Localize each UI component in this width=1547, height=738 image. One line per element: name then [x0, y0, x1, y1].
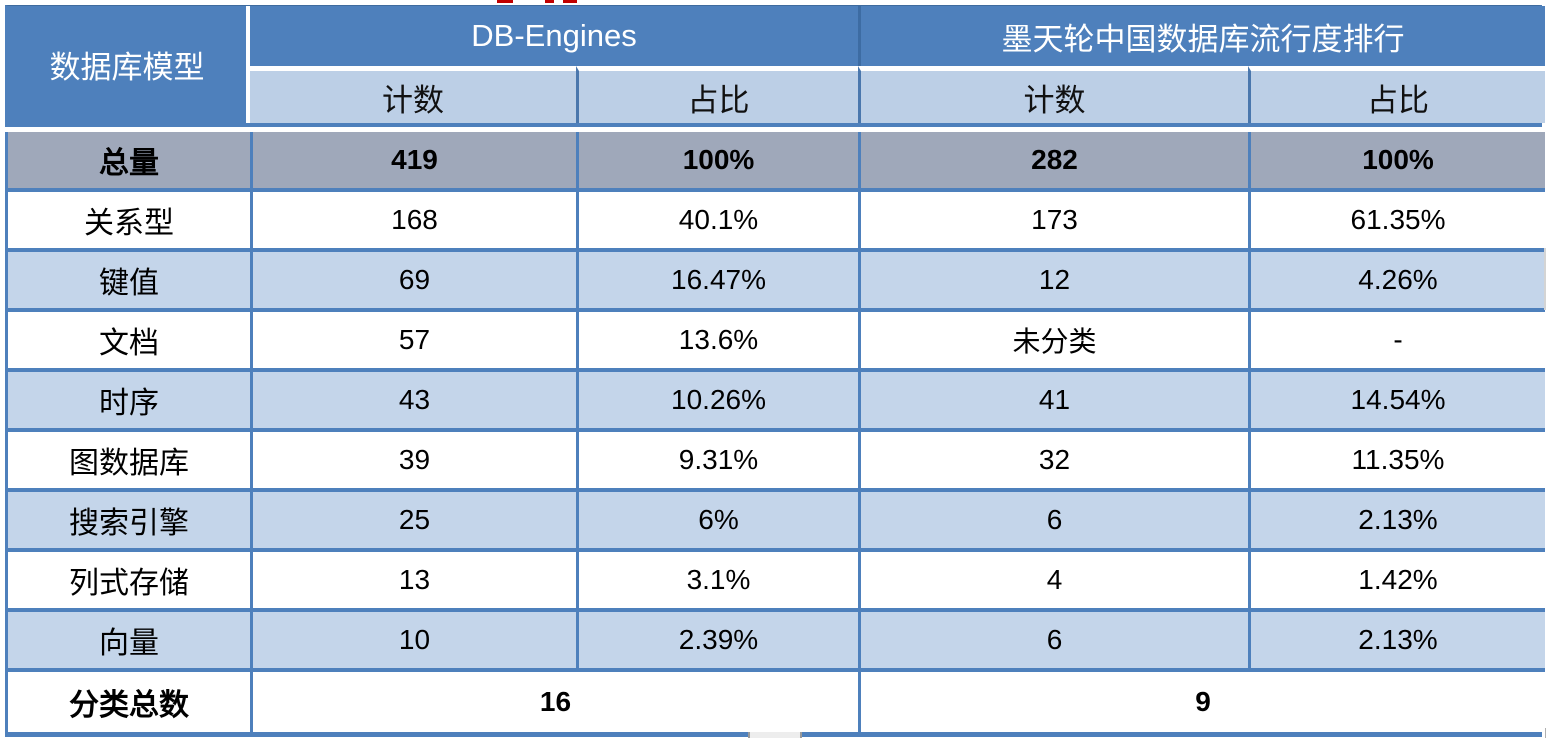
table-cell: 1.42% — [1248, 552, 1545, 612]
row-label: 图数据库 — [8, 432, 250, 492]
table-cell: 14.54% — [1248, 372, 1545, 432]
header-body-divider — [5, 127, 1542, 132]
table-cell: 2.13% — [1248, 492, 1545, 552]
table-cell: 2.39% — [576, 612, 858, 672]
table-cell: 173 — [858, 192, 1248, 252]
row-label: 时序 — [8, 372, 250, 432]
table-cell: 43 — [250, 372, 576, 432]
table-cell: 6% — [576, 492, 858, 552]
table-cell: 25 — [250, 492, 576, 552]
corner-header-cell: 数据库模型 — [8, 6, 250, 123]
table-cell: 未分类 — [858, 312, 1248, 372]
table-cell: 6 — [858, 612, 1248, 672]
table-cell: 69 — [250, 252, 576, 312]
artifact-edge-line — [1544, 248, 1546, 310]
row-label: 列式存储 — [8, 552, 250, 612]
cell-total-db-count: 419 — [250, 132, 576, 192]
table-body: 总量 419 100% 282 100% 关系型 168 40.1% 173 6… — [5, 132, 1545, 737]
table-cell: 16.47% — [576, 252, 858, 312]
row-label: 搜索引擎 — [8, 492, 250, 552]
table-cell: 6 — [858, 492, 1248, 552]
subheader-modb-share: 占比 — [1248, 66, 1545, 123]
table-cell: 4.26% — [1248, 252, 1545, 312]
table-cell: 61.35% — [1248, 192, 1545, 252]
cell-modb-category-total: 9 — [858, 672, 1545, 732]
table-cell: 13.6% — [576, 312, 858, 372]
subheader-db-engines-count: 计数 — [250, 66, 576, 123]
cell-total-db-share: 100% — [576, 132, 858, 192]
row-label: 键值 — [8, 252, 250, 312]
table-header: 数据库模型 DB-Engines 墨天轮中国数据库流行度排行 计数 占比 计数 … — [5, 5, 1545, 127]
table-cell: 41 — [858, 372, 1248, 432]
table-cell: 40.1% — [576, 192, 858, 252]
table-cell: 10.26% — [576, 372, 858, 432]
table-cell: 11.35% — [1248, 432, 1545, 492]
group-header-db-engines: DB-Engines — [250, 6, 858, 66]
table-cell: 32 — [858, 432, 1248, 492]
comparison-table: 数据库模型 DB-Engines 墨天轮中国数据库流行度排行 计数 占比 计数 … — [5, 5, 1545, 737]
row-label-total: 总量 — [8, 132, 250, 192]
artifact-red-mark — [545, 0, 554, 3]
table-cell: 13 — [250, 552, 576, 612]
table-cell: - — [1248, 312, 1545, 372]
table-cell: 9.31% — [576, 432, 858, 492]
table-cell: 4 — [858, 552, 1248, 612]
cell-total-modb-count: 282 — [858, 132, 1248, 192]
row-label: 关系型 — [8, 192, 250, 252]
group-header-modb: 墨天轮中国数据库流行度排行 — [858, 6, 1545, 66]
row-label: 向量 — [8, 612, 250, 672]
table-cell: 10 — [250, 612, 576, 672]
table-cell: 39 — [250, 432, 576, 492]
table-cell: 168 — [250, 192, 576, 252]
table-cell: 12 — [858, 252, 1248, 312]
subheader-modb-count: 计数 — [858, 66, 1248, 123]
row-label: 文档 — [8, 312, 250, 372]
artifact-red-mark — [497, 0, 513, 3]
cell-total-modb-share: 100% — [1248, 132, 1545, 192]
cell-db-engines-category-total: 16 — [250, 672, 858, 732]
artifact-edge-line — [1545, 728, 1546, 738]
row-label-category-total: 分类总数 — [8, 672, 250, 732]
table-cell: 3.1% — [576, 552, 858, 612]
table-cell: 57 — [250, 312, 576, 372]
artifact-gray-chip — [748, 732, 802, 738]
subheader-db-engines-share: 占比 — [576, 66, 858, 123]
table-cell: 2.13% — [1248, 612, 1545, 672]
artifact-red-mark — [563, 0, 577, 3]
